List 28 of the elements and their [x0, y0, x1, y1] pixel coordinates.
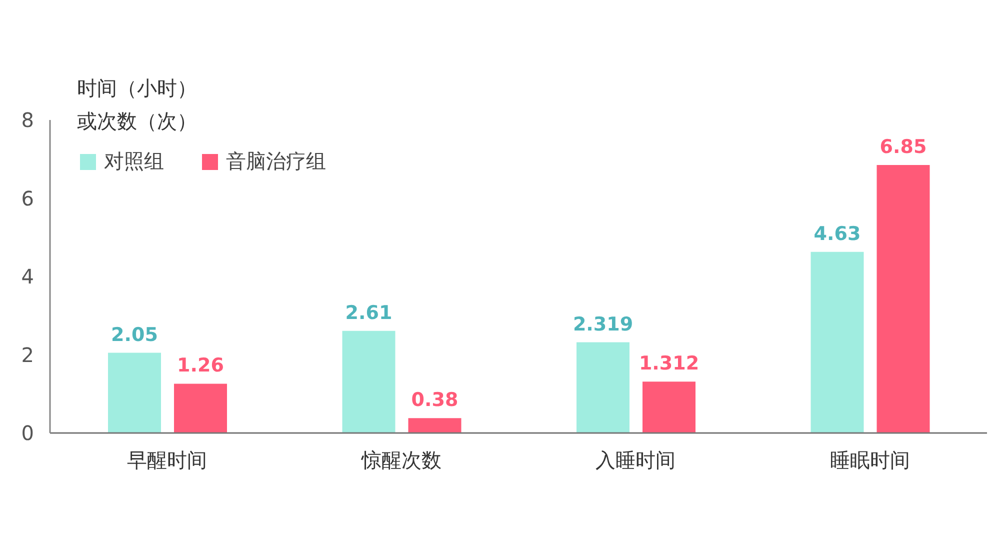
bar — [876, 164, 930, 433]
legend-label: 音脑治疗组 — [226, 148, 326, 175]
data-label: 2.319 — [572, 313, 634, 336]
bar — [408, 418, 462, 433]
data-label: 2.61 — [345, 302, 392, 324]
bar — [576, 342, 630, 433]
bar — [342, 330, 396, 433]
y-tick-label: 2 — [21, 342, 34, 367]
legend-label: 对照组 — [104, 148, 164, 175]
data-label: 0.38 — [411, 389, 458, 412]
x-tick-label: 睡眠时间 — [830, 448, 910, 472]
data-label: 6.85 — [880, 136, 927, 158]
x-tick-label: 早醒时间 — [127, 448, 208, 472]
bar — [174, 384, 227, 433]
y-tick-label: 6 — [21, 186, 34, 210]
y-tick-label: 0 — [21, 421, 34, 446]
bar — [810, 252, 864, 433]
data-label: 1.312 — [638, 352, 700, 375]
data-label: 2.05 — [111, 324, 158, 346]
bar — [642, 382, 696, 433]
bar — [108, 352, 161, 433]
data-label: 4.63 — [814, 222, 861, 245]
data-label: 1.26 — [177, 354, 224, 377]
x-tick-label: 入睡时间 — [596, 448, 676, 472]
x-tick-label: 惊醒次数 — [360, 448, 442, 472]
y-tick-label: 8 — [21, 108, 34, 132]
y-tick-label: 4 — [21, 264, 34, 289]
y-axis-title: 时间（小时）或次数（次） — [77, 75, 198, 135]
